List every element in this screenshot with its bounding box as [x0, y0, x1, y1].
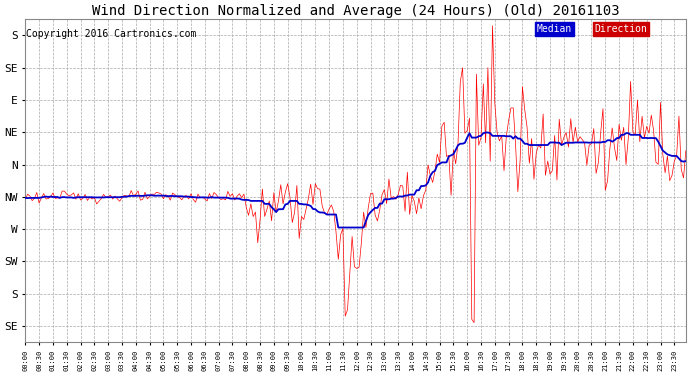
Text: Direction: Direction — [595, 24, 647, 34]
Text: Copyright 2016 Cartronics.com: Copyright 2016 Cartronics.com — [26, 29, 197, 39]
Title: Wind Direction Normalized and Average (24 Hours) (Old) 20161103: Wind Direction Normalized and Average (2… — [92, 4, 620, 18]
Text: Median: Median — [537, 24, 572, 34]
